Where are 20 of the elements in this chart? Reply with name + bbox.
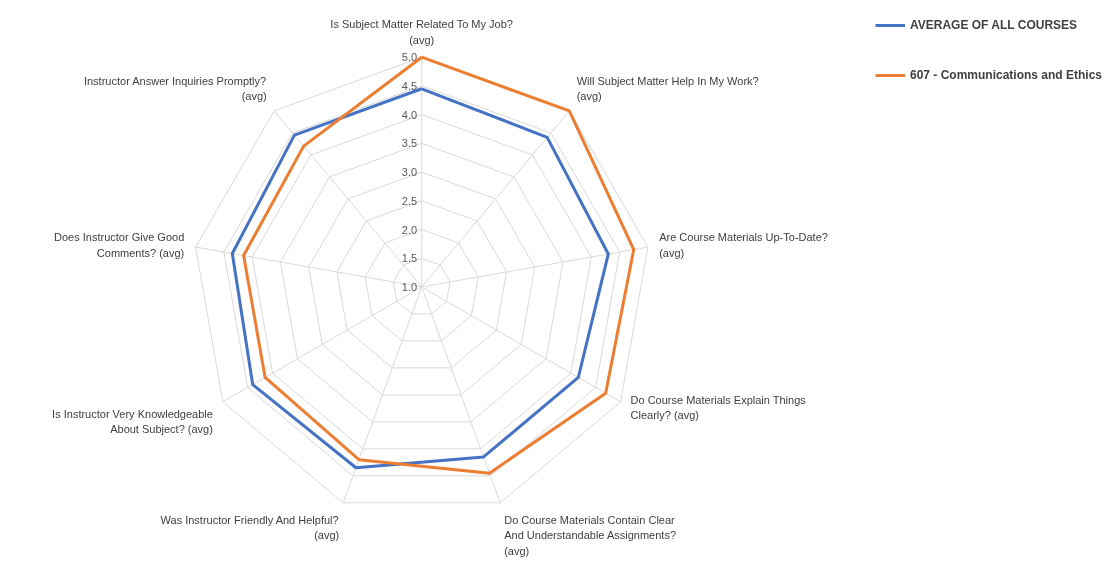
spoke-label: Instructor Answer Inquiries Promptly? (avg) <box>83 74 267 103</box>
spoke-label: Does Instructor Give Good Comments? (avg) <box>54 231 185 259</box>
y-tick-label: 3.0 <box>401 166 418 179</box>
spoke-label: Do Course Materials Explain Things Clearly? (avg) <box>630 393 807 422</box>
spoke-label: Is Subject Matter Related To My Job? (avg) <box>330 18 513 46</box>
spoke-label: Will Subject Matter Help In My Work? (avg) <box>576 74 759 103</box>
y-tick-label: 4.5 <box>401 79 418 92</box>
y-tick-label: 2.5 <box>401 194 418 207</box>
y-tick-label: 4.0 <box>401 108 418 121</box>
legend-label: AVERAGE OF ALL COURSES <box>910 18 1078 32</box>
spoke-label: Do Course Materials Contain Clear And Understandable Assignments? (avg) <box>504 513 677 557</box>
spoke-label: Is Instructor Very Knowledgeable About Subject? (avg) <box>52 407 213 436</box>
y-tick-label: 2.0 <box>401 223 418 236</box>
legend-label: 607 - Communications and Ethics <box>910 68 1103 82</box>
y-tick-label: 5.0 <box>401 51 418 64</box>
spoke-label: Was Instructor Friendly And Helpful? (avg) <box>160 513 340 542</box>
y-tick-label: 3.5 <box>401 137 418 150</box>
y-tick-label: 1.5 <box>401 252 418 265</box>
spoke-label: Are Course Materials Up-To-Date? (avg) <box>659 231 828 259</box>
y-tick-label: 1.0 <box>401 280 418 293</box>
